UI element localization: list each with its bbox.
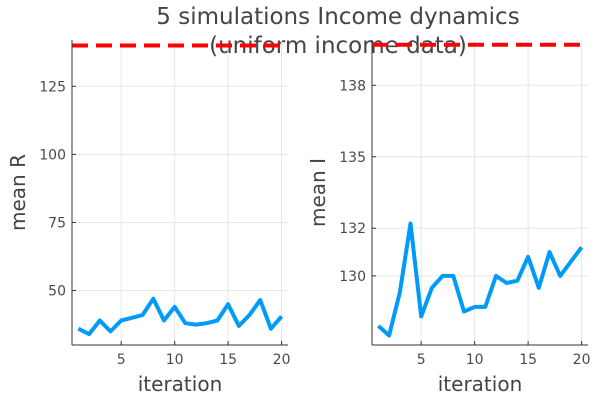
x-tick-label: 20 bbox=[273, 352, 291, 368]
y-axis-label: mean I bbox=[306, 158, 330, 227]
y-ticks: 50 75 100 125 bbox=[39, 79, 76, 300]
x-axis-label: iteration bbox=[438, 372, 523, 396]
panel-mean-r: 5 10 15 20 50 75 100 125 iteration mean R bbox=[6, 40, 290, 396]
y-axis-label: mean R bbox=[6, 154, 30, 231]
y-tick-label: 125 bbox=[39, 79, 66, 95]
y-tick-label: 130 bbox=[339, 269, 366, 285]
x-tick-label: 5 bbox=[417, 352, 426, 368]
grid-lines bbox=[372, 40, 588, 345]
x-axis-label: iteration bbox=[138, 372, 223, 396]
x-tick-label: 15 bbox=[219, 352, 237, 368]
series-line bbox=[77, 296, 284, 337]
y-tick-label: 132 bbox=[339, 221, 366, 237]
y-tick-label: 135 bbox=[339, 150, 366, 166]
x-tick-label: 10 bbox=[466, 352, 484, 368]
grid-lines bbox=[72, 40, 288, 345]
x-tick-label: 20 bbox=[573, 352, 591, 368]
x-ticks: 5 10 15 20 bbox=[117, 341, 291, 368]
y-tick-label: 75 bbox=[48, 215, 66, 231]
x-tick-label: 15 bbox=[519, 352, 537, 368]
x-tick-label: 5 bbox=[117, 352, 126, 368]
panel-mean-i: 5 10 15 20 130 132 135 138 iteration mean I bbox=[306, 40, 590, 396]
x-ticks: 5 10 15 20 bbox=[417, 341, 591, 368]
series-line bbox=[377, 221, 584, 338]
chart-title-line1: 5 simulations Income dynamics bbox=[156, 4, 519, 30]
y-ticks: 130 132 135 138 bbox=[339, 78, 376, 285]
y-tick-label: 100 bbox=[39, 147, 66, 163]
x-tick-label: 10 bbox=[166, 352, 184, 368]
y-tick-label: 50 bbox=[48, 284, 66, 300]
y-tick-label: 138 bbox=[339, 78, 366, 94]
